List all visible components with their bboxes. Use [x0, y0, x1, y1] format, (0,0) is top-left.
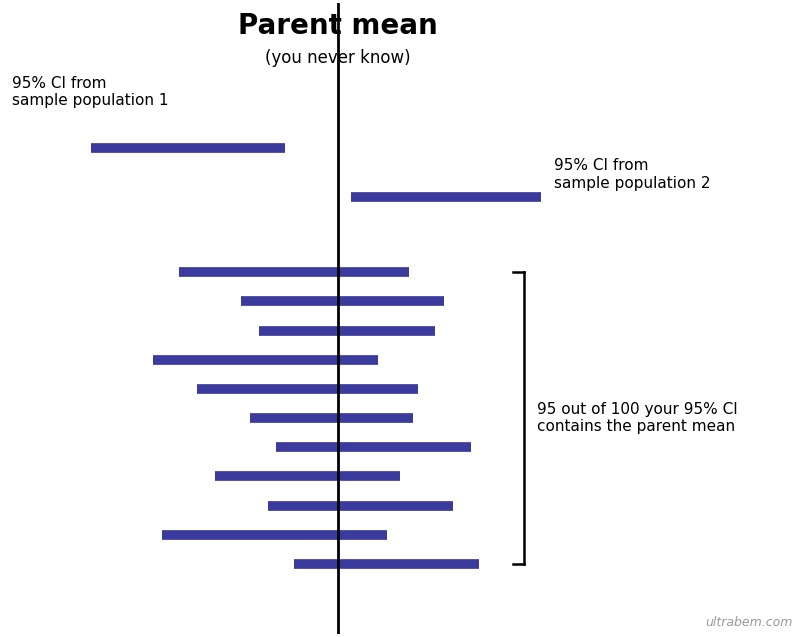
Text: (you never know): (you never know): [266, 49, 411, 67]
Text: ultrabem.com: ultrabem.com: [706, 617, 793, 629]
Text: 95% CI from
sample population 1: 95% CI from sample population 1: [12, 76, 168, 108]
Text: 95% CI from
sample population 2: 95% CI from sample population 2: [554, 158, 711, 190]
Text: 95 out of 100 your 95% CI
contains the parent mean: 95 out of 100 your 95% CI contains the p…: [537, 402, 738, 434]
Text: Parent mean: Parent mean: [238, 13, 438, 41]
